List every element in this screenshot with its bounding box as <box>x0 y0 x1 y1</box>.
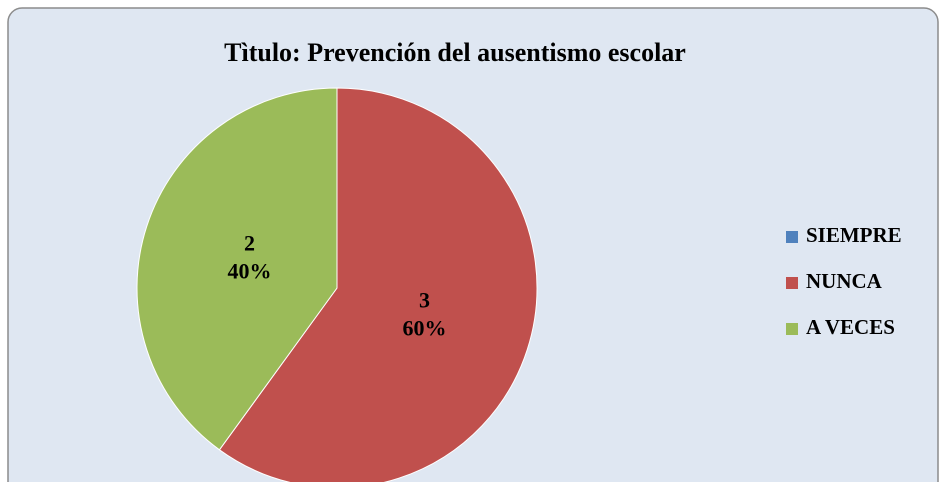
legend-label: NUNCA <box>806 269 883 293</box>
legend-swatch <box>786 323 798 335</box>
data-label: 60% <box>402 315 446 340</box>
pie-slice <box>136 87 338 451</box>
chart-title: Tìtulo: Prevención del ausentismo escola… <box>224 38 686 67</box>
legend-label: SIEMPRE <box>806 223 902 247</box>
data-label: 2 <box>244 231 255 256</box>
legend-label: A VECES <box>806 315 895 339</box>
data-label: 40% <box>228 259 272 284</box>
legend-swatch <box>786 277 798 289</box>
data-label: 3 <box>419 287 430 312</box>
pie-slice <box>218 87 538 482</box>
legend-swatch <box>786 231 798 243</box>
